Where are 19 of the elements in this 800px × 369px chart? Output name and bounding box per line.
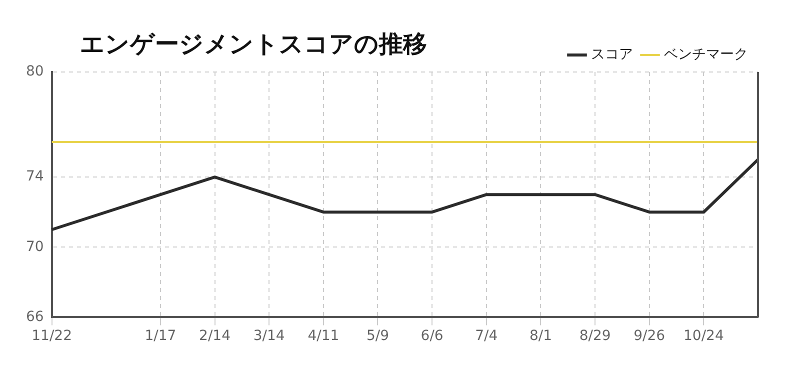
x-tick-label: 7/4: [475, 328, 498, 344]
legend-label: スコア: [591, 46, 633, 63]
y-tick-label: 66: [26, 308, 44, 325]
chart-title: エンゲージメントスコアの推移: [80, 29, 427, 60]
legend-label: ベンチマーク: [664, 46, 748, 63]
x-tick-label: 8/29: [579, 328, 611, 344]
y-tick-label: 80: [26, 64, 44, 80]
x-tick-label: 10/24: [684, 328, 724, 344]
x-tick-label: 6/6: [420, 328, 444, 344]
x-tick-label: 1/17: [144, 328, 176, 344]
y-tick-label: 74: [26, 168, 44, 185]
x-tick-label: 2/14: [199, 328, 231, 344]
y-tick-label: 70: [26, 238, 44, 255]
x-tick-label: 11/22: [32, 328, 72, 344]
x-tick-label: 4/11: [308, 328, 340, 344]
x-tick-label: 8/1: [529, 328, 552, 344]
x-tick-label: 9/26: [634, 328, 666, 344]
x-tick-label: 5/9: [366, 328, 390, 344]
x-tick-label: 3/14: [253, 328, 285, 344]
